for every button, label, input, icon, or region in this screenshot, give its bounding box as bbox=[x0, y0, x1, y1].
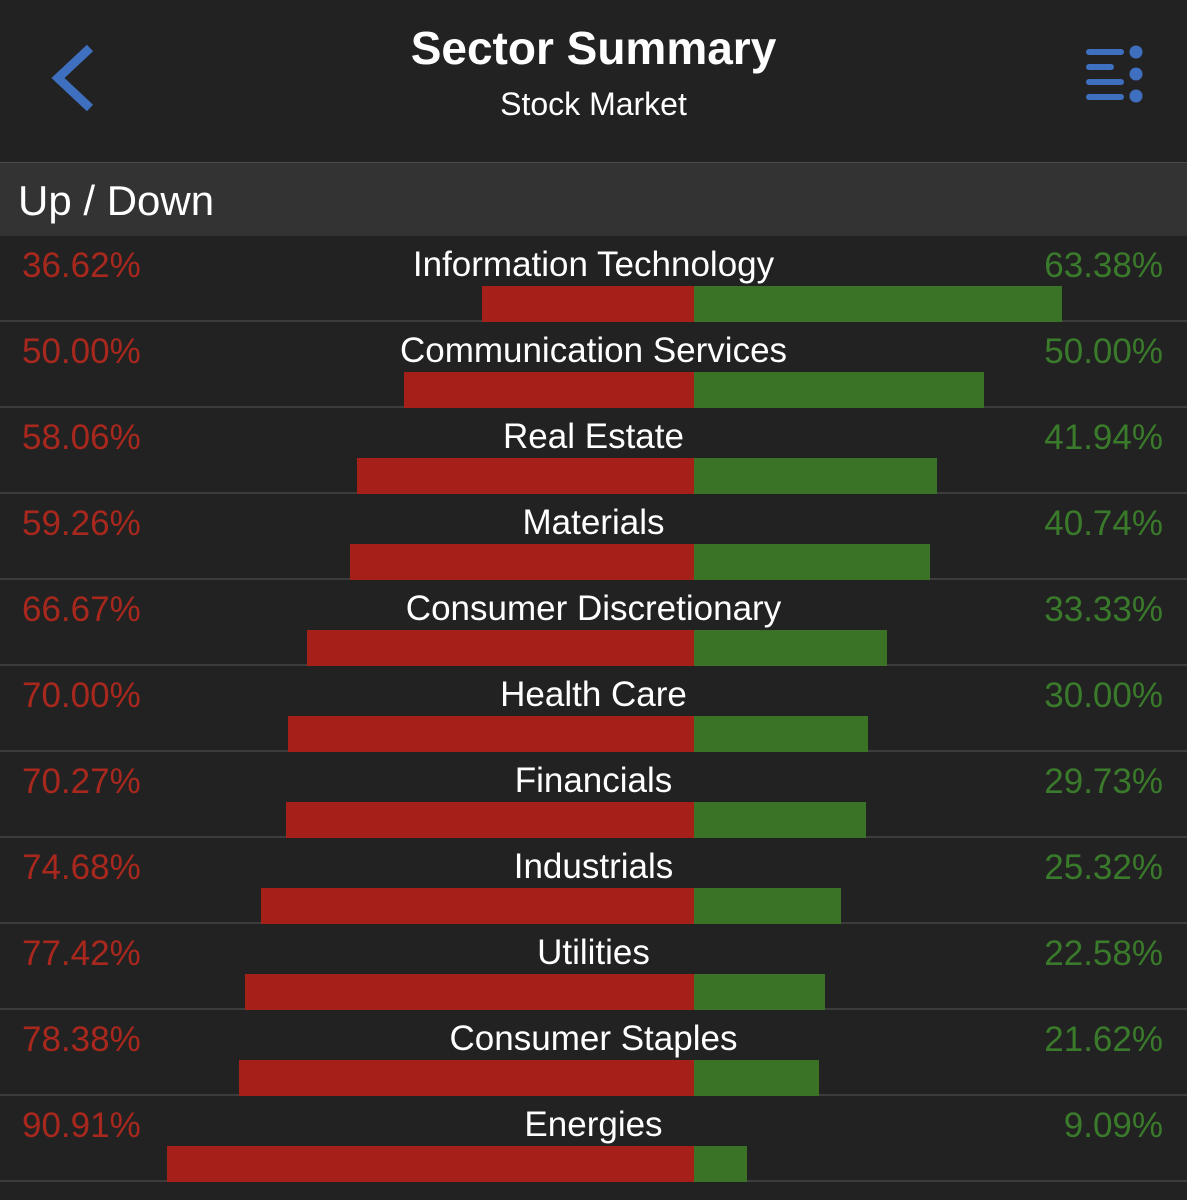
down-bar bbox=[404, 372, 694, 408]
sector-name: Communication Services bbox=[399, 331, 788, 370]
sector-row[interactable]: 90.91% Energies 9.09% bbox=[0, 1096, 1187, 1182]
sector-name: Industrials bbox=[513, 847, 674, 886]
up-bar bbox=[694, 544, 930, 580]
down-bar bbox=[245, 974, 694, 1010]
down-percent: 70.27% bbox=[22, 762, 141, 801]
down-bar bbox=[482, 286, 694, 322]
sector-row[interactable]: 58.06% Real Estate 41.94% bbox=[0, 408, 1187, 494]
sector-name: Consumer Staples bbox=[449, 1019, 738, 1058]
down-bar bbox=[261, 888, 694, 924]
up-percent: 9.09% bbox=[1063, 1106, 1163, 1145]
sector-name: Health Care bbox=[500, 675, 687, 714]
up-bar bbox=[694, 1060, 819, 1096]
sector-name: Information Technology bbox=[412, 245, 775, 284]
down-percent: 77.42% bbox=[22, 934, 141, 973]
sector-row[interactable]: 78.38% Consumer Staples 21.62% bbox=[0, 1010, 1187, 1096]
up-percent: 41.94% bbox=[1044, 418, 1163, 457]
down-percent: 59.26% bbox=[22, 504, 141, 543]
sector-name: Materials bbox=[522, 503, 665, 542]
section-title: Up / Down bbox=[18, 177, 215, 224]
up-percent: 50.00% bbox=[1044, 332, 1163, 371]
up-bar bbox=[694, 286, 1062, 322]
down-percent: 70.00% bbox=[22, 676, 141, 715]
down-bar bbox=[350, 544, 694, 580]
sector-name: Utilities bbox=[537, 933, 650, 972]
sector-name: Energies bbox=[524, 1105, 663, 1144]
up-bar bbox=[694, 1146, 747, 1182]
sector-row[interactable]: 70.00% Health Care 30.00% bbox=[0, 666, 1187, 752]
up-percent: 30.00% bbox=[1044, 676, 1163, 715]
up-percent: 25.32% bbox=[1044, 848, 1163, 887]
sector-row[interactable]: 77.42% Utilities 22.58% bbox=[0, 924, 1187, 1010]
up-percent: 22.58% bbox=[1044, 934, 1163, 973]
sector-row[interactable]: 74.68% Industrials 25.32% bbox=[0, 838, 1187, 924]
down-bar bbox=[307, 630, 694, 666]
list-menu-icon[interactable] bbox=[1082, 44, 1148, 108]
up-bar bbox=[694, 974, 825, 1010]
down-percent: 90.91% bbox=[22, 1106, 141, 1145]
sector-row[interactable]: 66.67% Consumer Discretionary 33.33% bbox=[0, 580, 1187, 666]
sector-name: Real Estate bbox=[503, 417, 684, 456]
up-percent: 40.74% bbox=[1044, 504, 1163, 543]
section-header: Up / Down bbox=[0, 162, 1187, 236]
page-subtitle: Stock Market bbox=[500, 86, 687, 122]
up-bar bbox=[694, 888, 841, 924]
down-percent: 66.67% bbox=[22, 590, 141, 629]
page-title: Sector Summary bbox=[410, 22, 777, 74]
down-percent: 36.62% bbox=[22, 246, 141, 285]
down-bar bbox=[167, 1146, 694, 1182]
up-bar bbox=[694, 802, 866, 838]
up-percent: 21.62% bbox=[1044, 1020, 1163, 1059]
down-bar bbox=[288, 716, 694, 752]
down-bar bbox=[286, 802, 694, 838]
down-percent: 78.38% bbox=[22, 1020, 141, 1059]
down-percent: 58.06% bbox=[22, 418, 141, 457]
down-bar bbox=[239, 1060, 694, 1096]
up-bar bbox=[694, 372, 984, 408]
up-bar bbox=[694, 716, 868, 752]
down-percent: 74.68% bbox=[22, 848, 141, 887]
sector-row[interactable]: 36.62% Information Technology 63.38% bbox=[0, 236, 1187, 322]
up-bar bbox=[694, 630, 887, 666]
up-bar bbox=[694, 458, 937, 494]
down-bar bbox=[357, 458, 694, 494]
up-percent: 33.33% bbox=[1044, 590, 1163, 629]
sector-name: Financials bbox=[514, 761, 673, 800]
sector-row[interactable]: 59.26% Materials 40.74% bbox=[0, 494, 1187, 580]
down-percent: 50.00% bbox=[22, 332, 141, 371]
up-percent: 63.38% bbox=[1044, 246, 1163, 285]
sector-row[interactable]: 70.27% Financials 29.73% bbox=[0, 752, 1187, 838]
sector-name: Consumer Discretionary bbox=[405, 589, 782, 628]
up-percent: 29.73% bbox=[1044, 762, 1163, 801]
sector-row[interactable]: 50.00% Communication Services 50.00% bbox=[0, 322, 1187, 408]
nav-header: Sector Summary Stock Market bbox=[0, 0, 1187, 162]
chevron-left-icon[interactable] bbox=[44, 40, 104, 116]
sector-list: 36.62% Information Technology 63.38% 50.00%… bbox=[0, 236, 1187, 1182]
